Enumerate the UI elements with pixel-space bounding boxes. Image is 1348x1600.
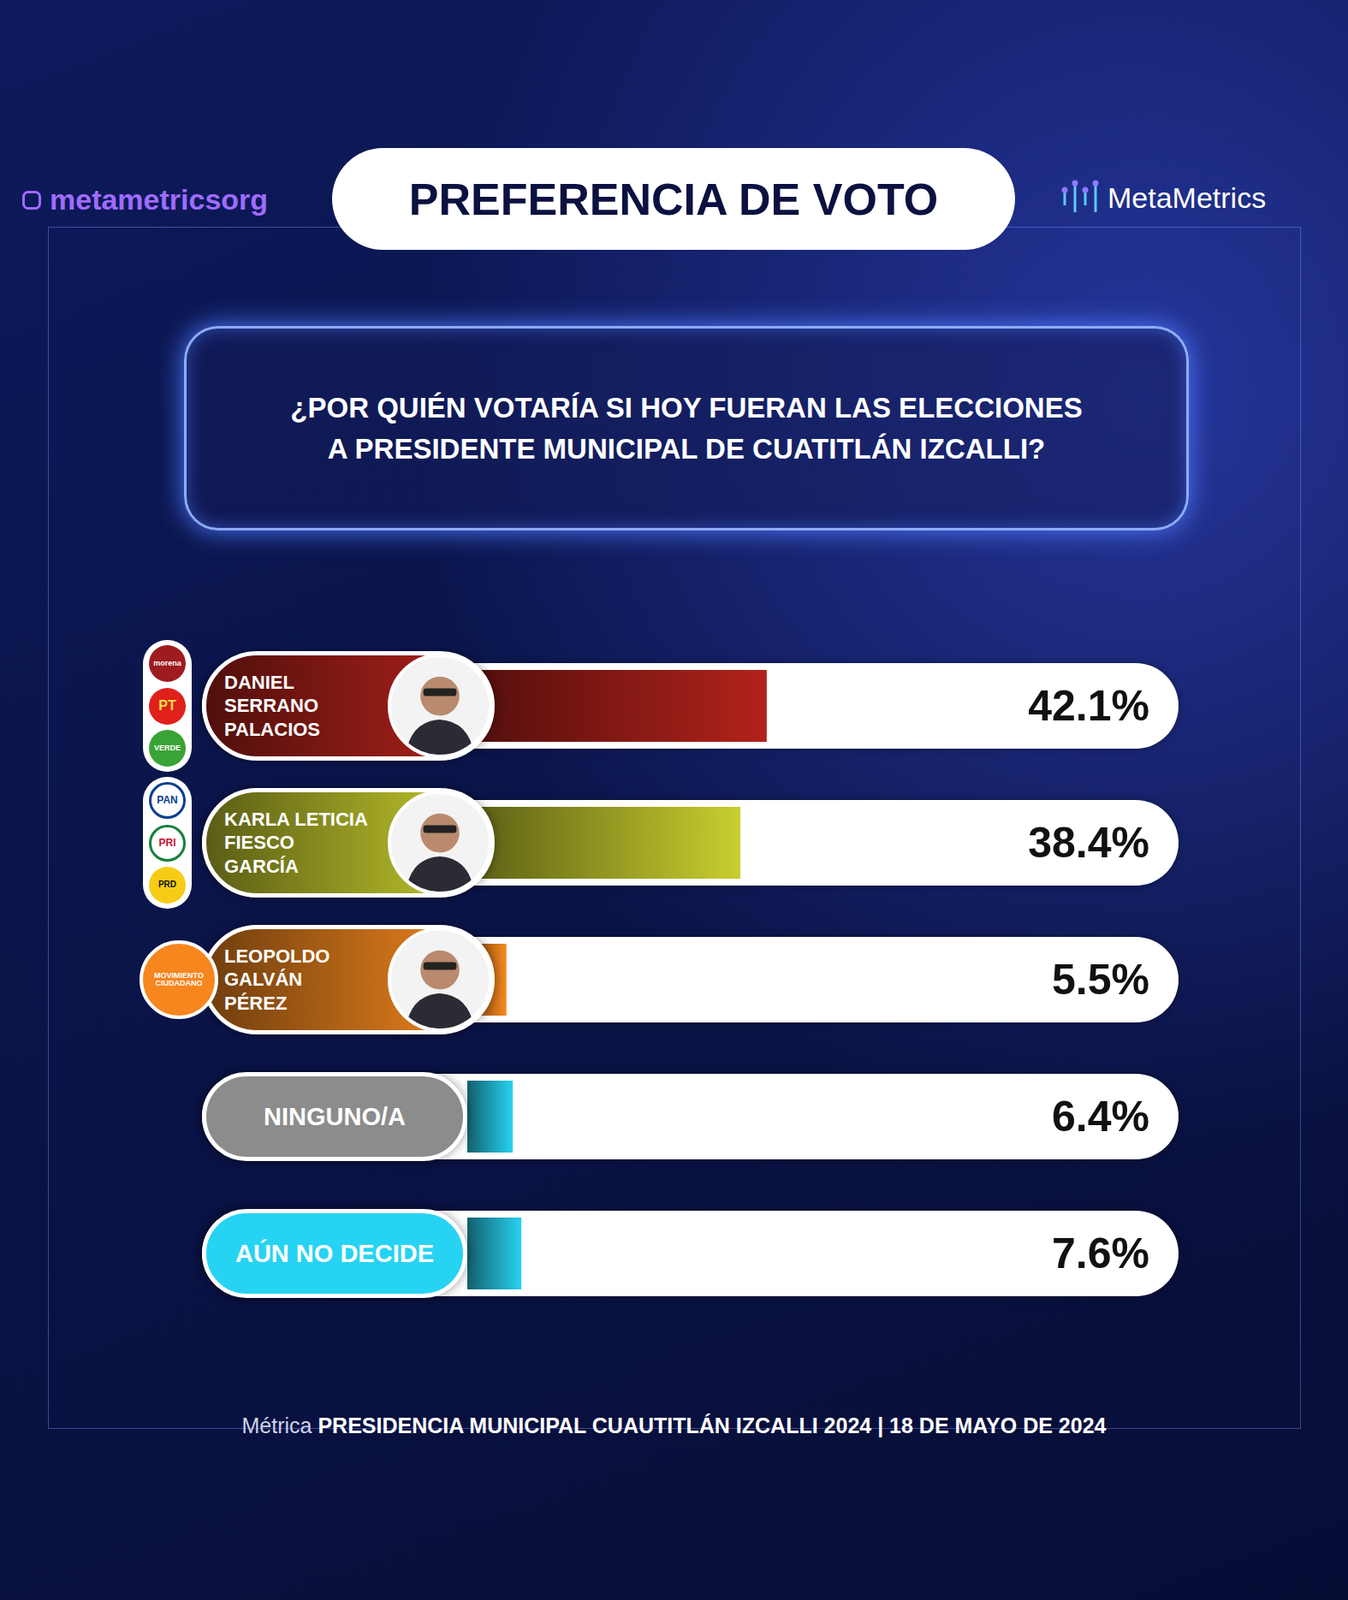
- html-text:Métrica PRESIDENCIA MUNICIPAL: Métrica PRESIDENCIA MUNICIPAL CUAUTITLÁN…: [241, 1413, 1107, 1438]
- html-text:¿POR QUIÉN VOTARÍA SI HOY FUER: ¿POR QUIÉN VOTARÍA SI HOY FUERAN LAS ELE…: [290, 391, 1083, 424]
- svg-text:6.4%: 6.4%: [1051, 1092, 1150, 1141]
- svg-text:5.5%: 5.5%: [1051, 956, 1150, 1004]
- html-text:PAN: PAN: [156, 794, 178, 807]
- html-text:A PRESIDENTE MUNICIPAL DE CUAT: A PRESIDENTE MUNICIPAL DE CUATITLÁN IZCA…: [327, 432, 1046, 465]
- html-text:MetaMetrics: MetaMetrics: [1107, 181, 1266, 214]
- html-text:PREFERENCIA DE VOTO: PREFERENCIA DE VOTO: [408, 174, 939, 224]
- html-text:KARLA LETICIA FIESCO GARCÍA: KARLA LETICIA FIESCO GARCÍA: [224, 808, 368, 878]
- html-text:MOVIMIENTO CIUDADANO: MOVIMIENTO CIUDADANO: [154, 971, 204, 988]
- html-text:PRI: PRI: [158, 836, 176, 849]
- html-text:metametricsorg: metametricsorg: [49, 183, 268, 216]
- svg-text:42.1%: 42.1%: [1027, 682, 1150, 731]
- html-text:DANIEL SERRANO PALACIOS: DANIEL SERRANO PALACIOS: [224, 671, 321, 741]
- html-text:PT: PT: [158, 698, 177, 713]
- svg-text:38.4%: 38.4%: [1027, 819, 1150, 867]
- html-text:AÚN NO DECIDE: AÚN NO DECIDE: [235, 1239, 434, 1268]
- html-text:VERDE: VERDE: [154, 743, 181, 752]
- svg-text:7.6%: 7.6%: [1051, 1229, 1150, 1278]
- html-text:PRD: PRD: [158, 879, 177, 890]
- html-text:LEOPOLDO GALVÁN PÉREZ: LEOPOLDO GALVÁN PÉREZ: [224, 945, 330, 1015]
- html-text:morena: morena: [153, 659, 182, 668]
- html-text:NINGUNO/A: NINGUNO/A: [263, 1102, 406, 1131]
